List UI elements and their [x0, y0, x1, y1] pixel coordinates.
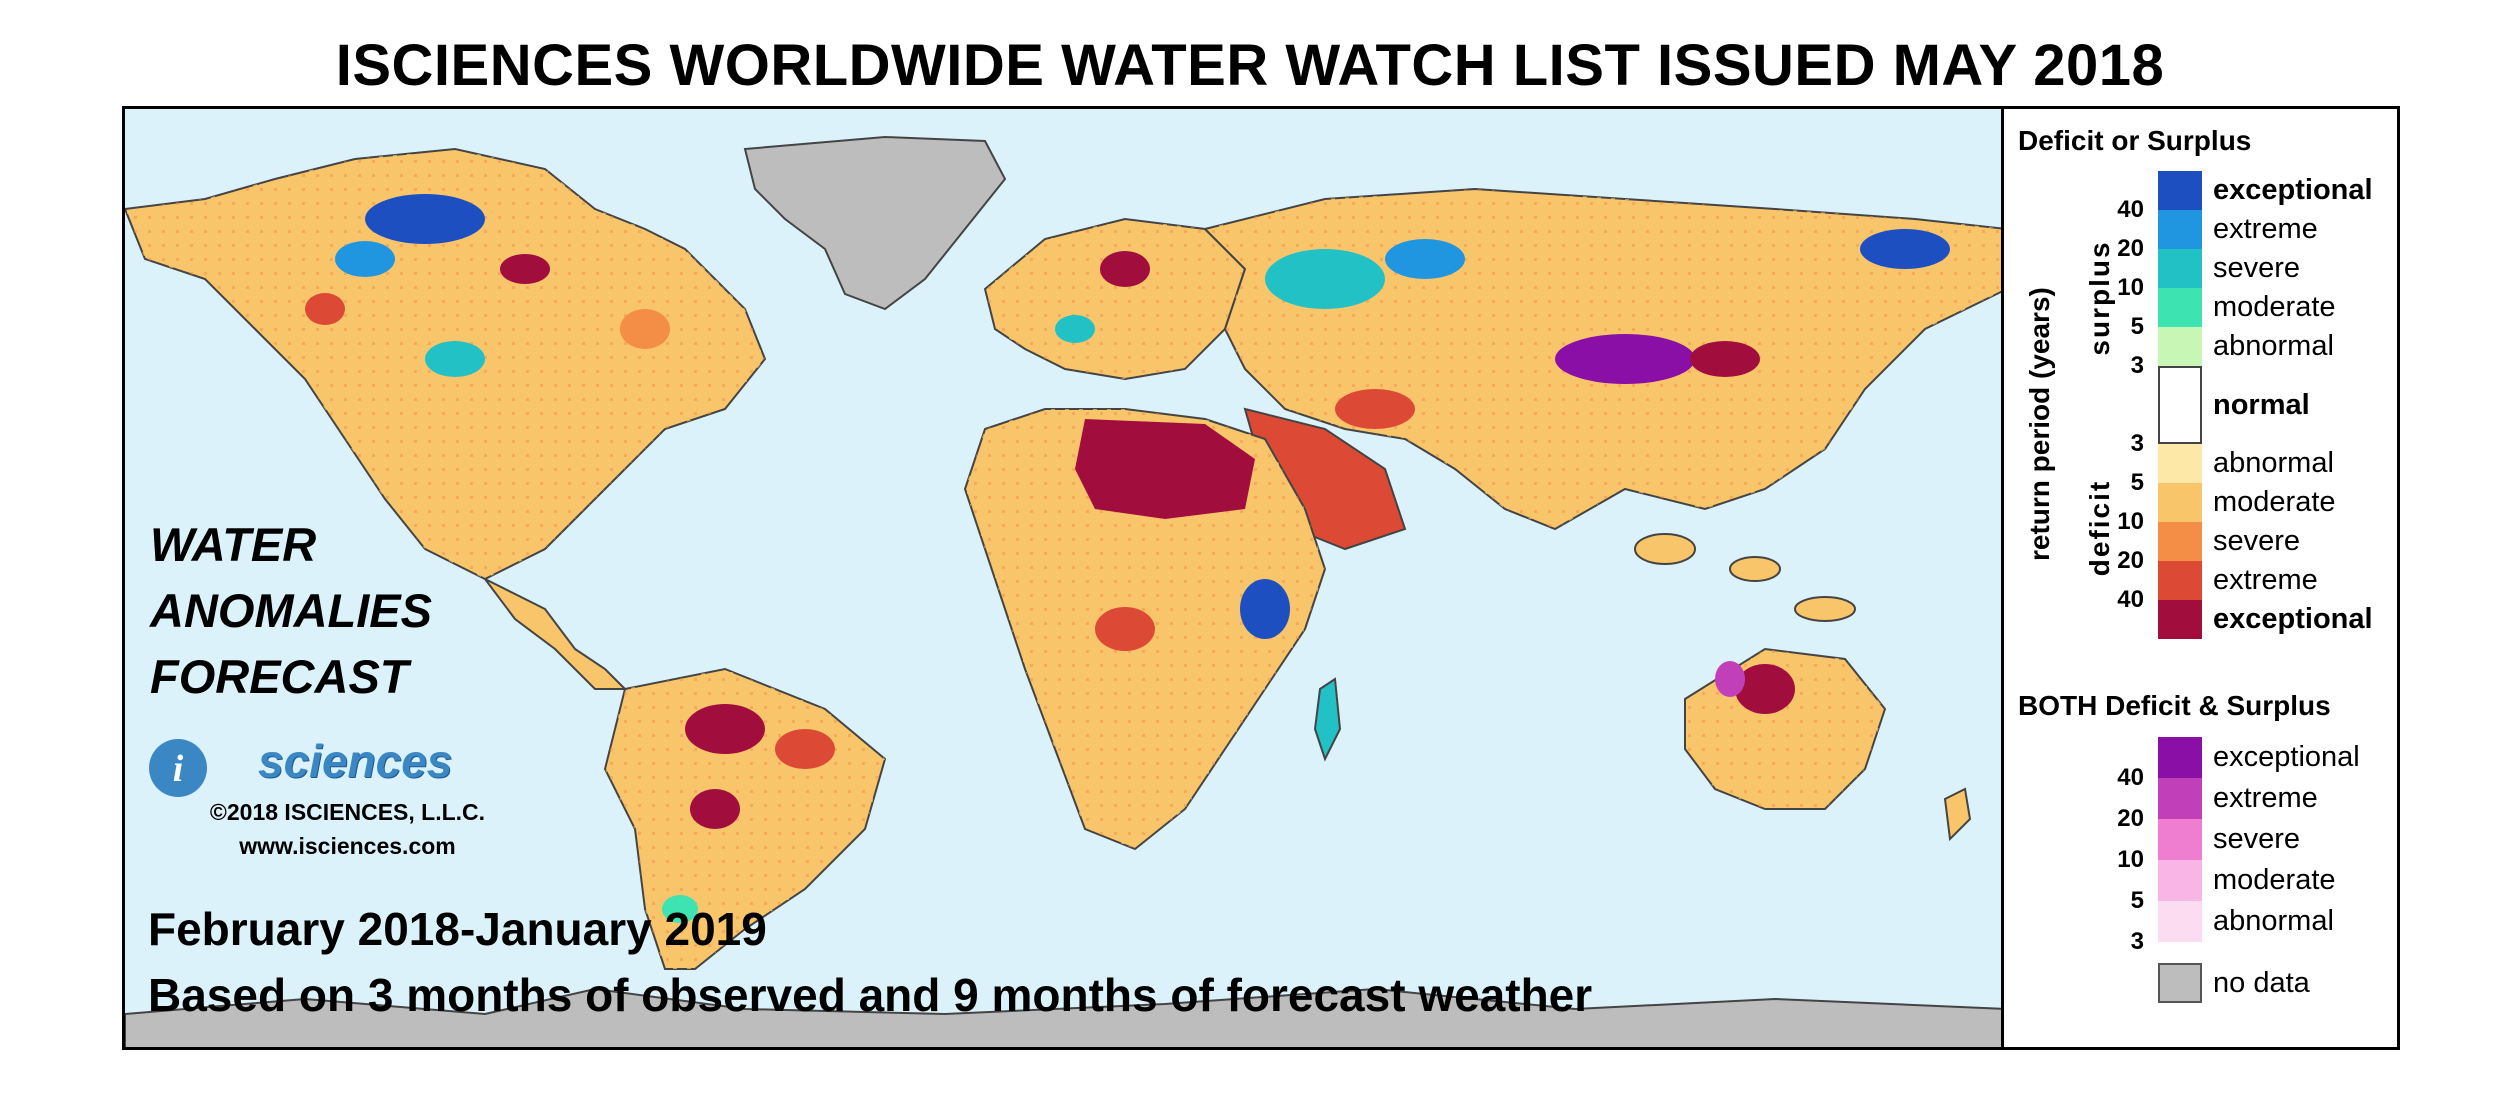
world-map[interactable]	[122, 106, 2004, 1050]
legend-surplus-swatch-severe	[2158, 249, 2202, 288]
map-title: ISCIENCES WORLDWIDE WATER WATCH LIST ISS…	[335, 33, 2165, 98]
legend-deficit-label-severe: severe	[2213, 525, 2301, 557]
legend-deficit-swatch-exceptional	[2158, 600, 2202, 639]
legend-both-tick: 5	[2130, 887, 2144, 914]
legend-both-label-severe: severe	[2213, 823, 2301, 855]
legend-surplus-label-moderate: moderate	[2213, 291, 2336, 323]
legend-deficit-label-moderate: moderate	[2213, 486, 2336, 518]
forecast-label-line1: WATER	[150, 518, 317, 571]
legend-axis-label: return period (years)	[2024, 287, 2055, 561]
legend-surplus-label-severe: severe	[2213, 252, 2301, 284]
legend-surplus-tick: 10	[2117, 274, 2144, 301]
forecast-period: February 2018-January 2019	[148, 903, 767, 955]
legend-normal-swatch	[2158, 366, 2202, 444]
legend-surplus-swatch-moderate	[2158, 288, 2202, 327]
copyright-text: ©2018 ISCIENCES, L.L.C.	[209, 799, 486, 825]
legend-both-label-exceptional: exceptional	[2213, 741, 2360, 773]
legend-both-swatch-exceptional	[2158, 737, 2202, 778]
logo-wordmark: sciences	[258, 735, 453, 787]
legend-deficit-tick: 5	[2130, 469, 2144, 496]
legend-deficit-tick: 10	[2117, 508, 2144, 535]
world-map-canvas	[125, 135, 2001, 1047]
legend-panel	[2004, 106, 2400, 1050]
legend-surplus-label-abnormal: abnormal	[2213, 330, 2334, 362]
legend-both-swatch-severe	[2158, 819, 2202, 860]
legend-deficit-swatch-moderate	[2158, 483, 2202, 522]
legend-both-tick: 3	[2130, 928, 2144, 955]
legend-surplus-tick: 40	[2117, 196, 2144, 223]
legend-surplus-swatch-exceptional	[2158, 171, 2202, 210]
forecast-period-block: February 2018-January 2019 Based on 3 mo…	[148, 896, 1592, 1028]
legend-both-swatch-extreme	[2158, 778, 2202, 819]
legend-deficit-label-extreme: extreme	[2213, 564, 2318, 596]
central-america	[484, 578, 628, 690]
new-zealand	[1943, 787, 1972, 842]
legend-both-label-moderate: moderate	[2213, 864, 2336, 896]
legend-surplus-label-exceptional: exceptional	[2213, 174, 2373, 206]
isciences-logo: i sciences	[148, 735, 452, 803]
legend-both-heading: BOTH Deficit & Surplus	[2018, 690, 2331, 721]
legend-deficit-tick: 40	[2117, 586, 2144, 613]
website-link[interactable]: www.isciences.com	[239, 833, 456, 859]
logo-circle-icon: i	[149, 739, 207, 797]
antarctica	[125, 987, 2001, 1047]
legend-heading: Deficit or Surplus	[2018, 125, 2252, 156]
legend-surplus-label-extreme: extreme	[2213, 213, 2318, 245]
legend-both-label-abnormal: abnormal	[2213, 905, 2334, 937]
legend-both-label-extreme: extreme	[2213, 782, 2318, 814]
legend-both-tick: 40	[2117, 764, 2144, 791]
madagascar	[1313, 677, 1342, 762]
legend-deficit-label-abnormal: abnormal	[2213, 447, 2334, 479]
legend-surplus-tick: 20	[2117, 235, 2144, 262]
legend-surplus-swatch-extreme	[2158, 210, 2202, 249]
logo-letter: i	[173, 748, 184, 790]
legend-both-tick: 10	[2117, 846, 2144, 873]
legend-both-swatch-abnormal	[2158, 901, 2202, 942]
legend-normal-label: normal	[2213, 389, 2310, 421]
forecast-basis: Based on 3 months of observed and 9 mont…	[148, 969, 1593, 1021]
legend-deficit-label-exceptional: exceptional	[2213, 603, 2373, 635]
legend-deficit-swatch-extreme	[2158, 561, 2202, 600]
legend-deficit-swatch-abnormal	[2158, 444, 2202, 483]
forecast-label: WATER ANOMALIES FORECAST	[150, 512, 432, 710]
legend-nodata-label: no data	[2213, 967, 2310, 999]
legend-surplus-tick: 3	[2130, 352, 2144, 379]
legend-deficit-tick: 20	[2117, 547, 2144, 574]
forecast-label-line2: ANOMALIES	[150, 584, 432, 637]
legend-both-swatch-moderate	[2158, 860, 2202, 901]
legend-both-tick: 20	[2117, 805, 2144, 832]
forecast-label-line3: FORECAST	[150, 650, 409, 703]
greenland	[743, 135, 1007, 311]
legend-surplus-swatch-abnormal	[2158, 327, 2202, 366]
legend-deficit-tick: 3	[2130, 430, 2144, 457]
copyright-block: ©2018 ISCIENCES, L.L.C. www.isciences.co…	[160, 795, 535, 863]
legend-surplus-tick: 5	[2130, 313, 2144, 340]
legend-nodata-swatch	[2158, 963, 2202, 1003]
legend-deficit-swatch-severe	[2158, 522, 2202, 561]
